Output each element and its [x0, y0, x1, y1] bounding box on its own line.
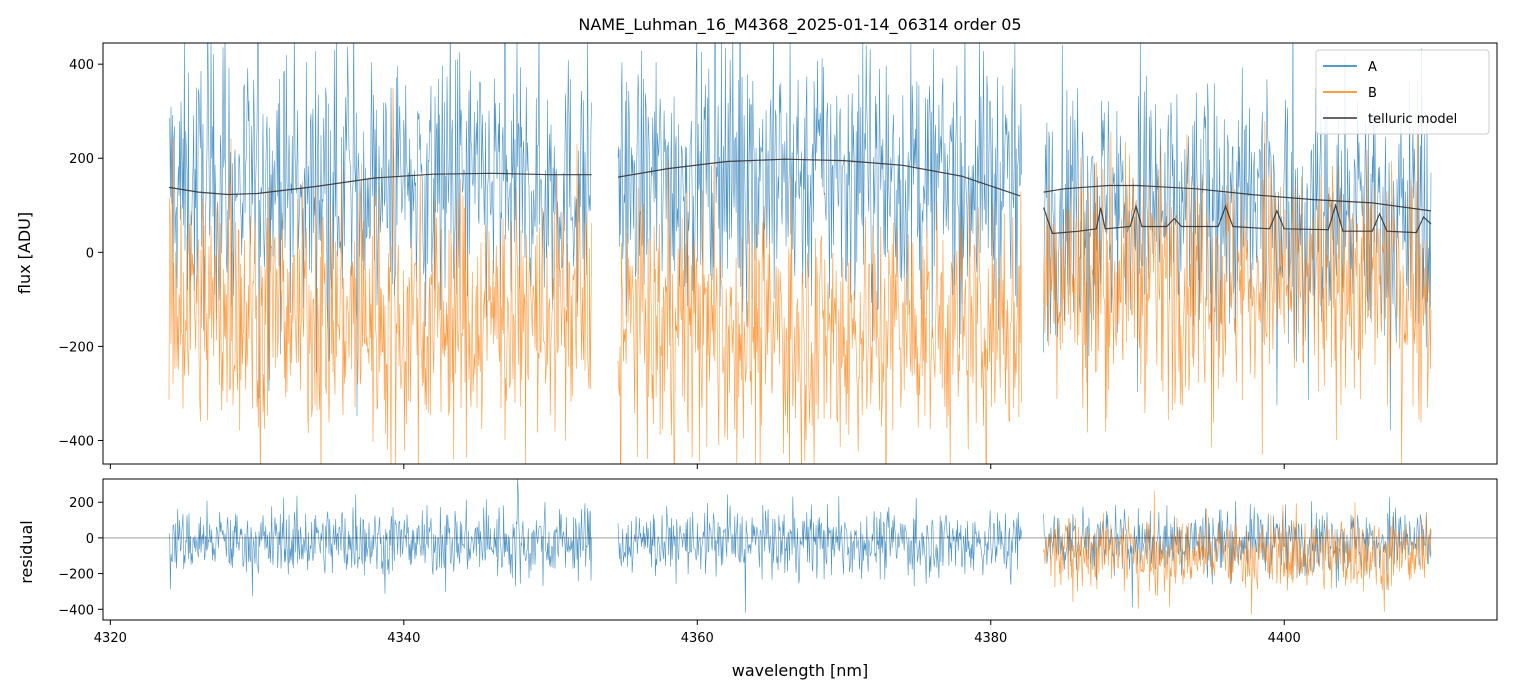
series-a-segment-2	[617, 43, 1022, 349]
series-b-segment-1	[168, 88, 592, 464]
chart-title: NAME_Luhman_16_M4368_2025-01-14_06314 or…	[578, 15, 1021, 35]
bottom-xtick-label: 4400	[1268, 631, 1301, 646]
bottom-ytick-label: 200	[69, 496, 94, 511]
residual-a-segment-1	[168, 479, 592, 597]
residual-a-segment-2	[617, 494, 1022, 613]
top-ytick-label: 0	[86, 246, 94, 261]
residual-b-segment-1	[1043, 490, 1432, 615]
bottom-y-axis-label: residual	[17, 520, 36, 583]
x-axis-label: wavelength [nm]	[732, 661, 869, 680]
bottom-axes-frame	[102, 478, 1498, 621]
telluric-model-line-1	[168, 172, 592, 196]
telluric-model-line-4	[1043, 203, 1432, 235]
series-b-segment-3	[1043, 79, 1432, 464]
bottom-xtick-label: 4360	[681, 631, 714, 646]
series-b-segment-2	[617, 160, 1022, 464]
bottom-ytick-label: 0	[86, 532, 94, 547]
bottom-ytick-label: −200	[58, 568, 94, 583]
bottom-xtick-label: 4380	[974, 631, 1007, 646]
legend-label-a: A	[1368, 60, 1377, 75]
top-plot-area	[168, 43, 1432, 464]
legend: A B telluric model	[1315, 49, 1490, 135]
telluric-model-line-2	[617, 158, 1021, 197]
bottom-ytick-label: −400	[58, 603, 94, 618]
top-axes-frame	[102, 42, 1498, 465]
bottom-xtick-label: 4320	[94, 631, 127, 646]
bottom-xtick-label: 4340	[387, 631, 420, 646]
residual-a-segment-3	[1043, 496, 1432, 608]
top-y-ticks: −400 −200 0 200 400	[58, 58, 103, 449]
bottom-x-ticks: 4320 4340 4360 4380 4400	[94, 620, 1301, 646]
top-ytick-label: 400	[69, 58, 94, 73]
legend-box	[1315, 49, 1490, 135]
top-x-ticks	[109, 464, 1285, 469]
bottom-plot-area	[103, 479, 1497, 615]
top-ytick-label: 200	[69, 152, 94, 167]
top-ytick-label: −200	[58, 340, 94, 355]
legend-label-b: B	[1368, 86, 1377, 101]
telluric-model-line-3	[1043, 184, 1432, 212]
bottom-y-ticks: −400 −200 0 200	[58, 496, 103, 618]
series-a-segment-1	[168, 43, 592, 417]
legend-label-telluric: telluric model	[1368, 112, 1457, 127]
top-ytick-label: −400	[58, 434, 94, 449]
top-y-axis-label: flux [ADU]	[15, 212, 34, 294]
